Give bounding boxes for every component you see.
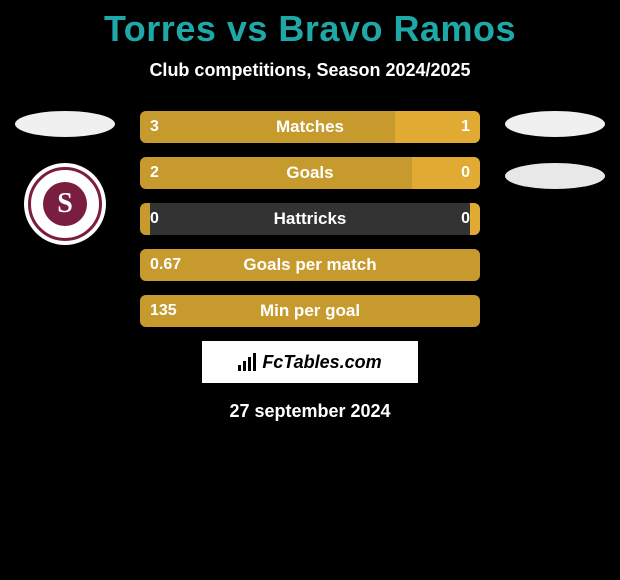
- stat-label: Goals: [140, 157, 480, 189]
- stat-label: Matches: [140, 111, 480, 143]
- right-player-column: [500, 111, 610, 189]
- player-avatar-left: [15, 111, 115, 137]
- stat-row: 00Hattricks: [140, 203, 480, 235]
- club-badge-left: S: [24, 163, 106, 245]
- player-avatar-right: [505, 111, 605, 137]
- date-text: 27 september 2024: [0, 401, 620, 422]
- stat-label: Hattricks: [140, 203, 480, 235]
- stat-bars: 31Matches 20Goals 00Hattricks 0.67Goals per…: [140, 111, 480, 327]
- stat-row: 31Matches: [140, 111, 480, 143]
- club-badge-right-placeholder: [505, 163, 605, 189]
- left-player-column: S: [10, 111, 120, 245]
- bar-chart-icon: [238, 353, 256, 371]
- subtitle: Club competitions, Season 2024/2025: [0, 60, 620, 81]
- stat-row: 20Goals: [140, 157, 480, 189]
- stat-label: Min per goal: [140, 295, 480, 327]
- stat-row: 0.67Goals per match: [140, 249, 480, 281]
- comparison-panel: S 31Matches 20Goals 00Hattricks 0.67Goals p…: [0, 111, 620, 327]
- brand-badge: FcTables.com: [202, 341, 418, 383]
- page-title: Torres vs Bravo Ramos: [0, 0, 620, 50]
- stat-row: 135Min per goal: [140, 295, 480, 327]
- stat-label: Goals per match: [140, 249, 480, 281]
- brand-text: FcTables.com: [262, 352, 381, 373]
